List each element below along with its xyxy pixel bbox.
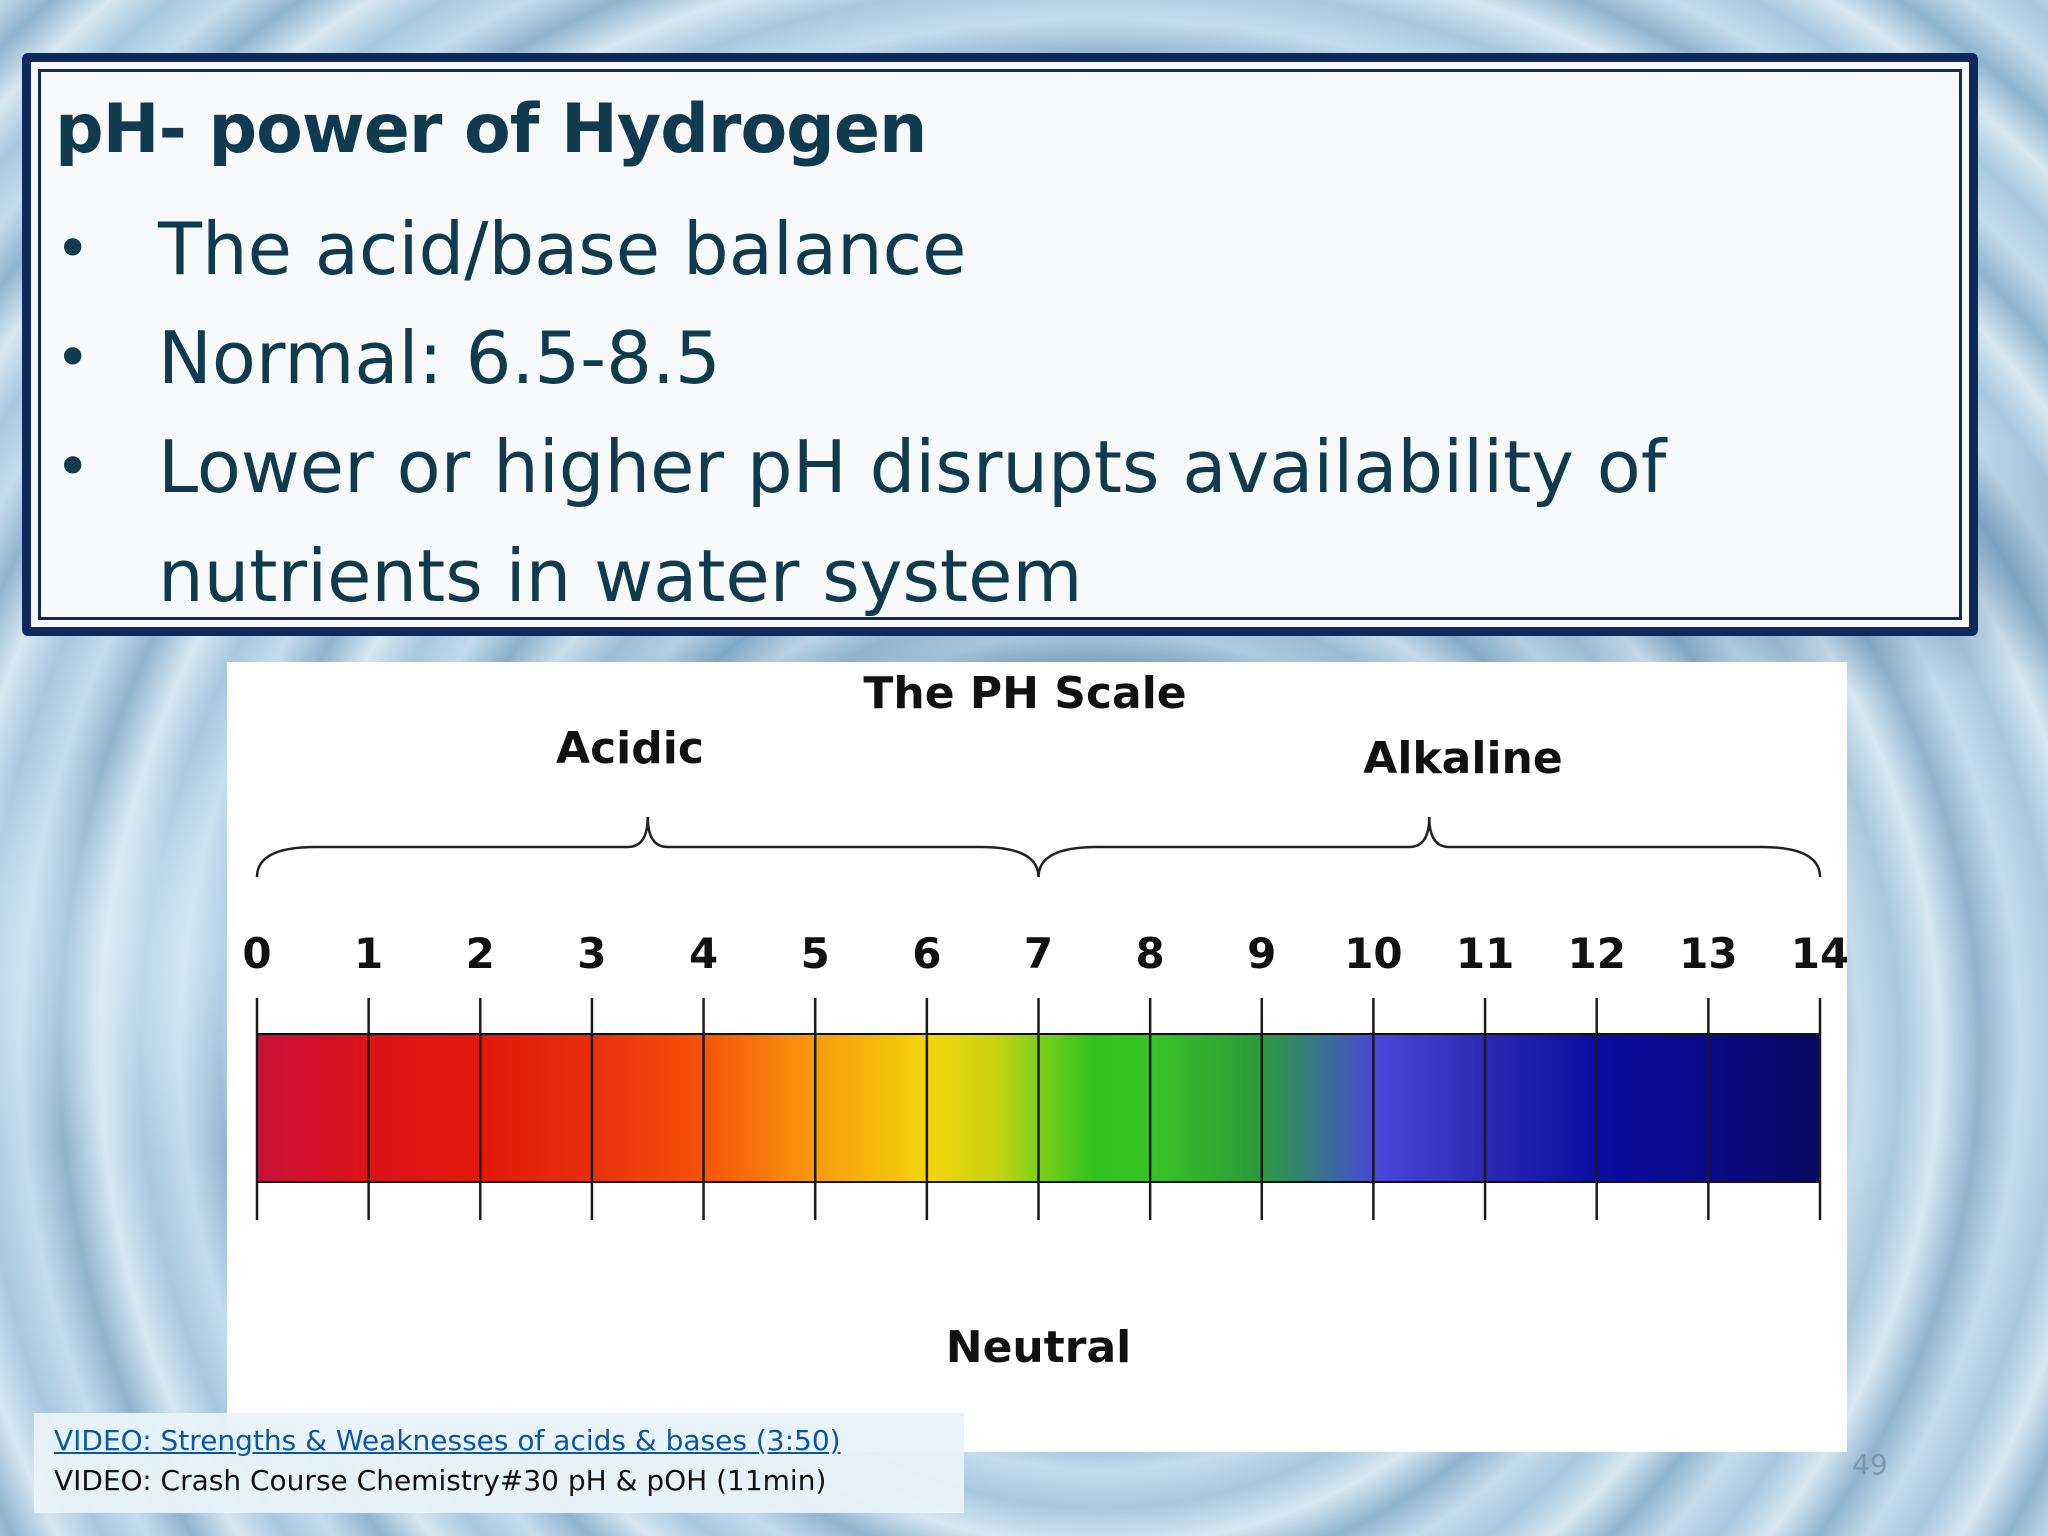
tick-label: 2 xyxy=(466,929,495,978)
video-link-acids-bases[interactable]: VIDEO: Strengths & Weaknesses of acids &… xyxy=(54,1424,841,1457)
tick-label: 3 xyxy=(577,929,606,978)
chart-title: The PH Scale xyxy=(863,668,1186,719)
page-number: 49 xyxy=(1852,1448,1888,1481)
region-label-acidic: Acidic xyxy=(556,723,704,774)
tick-label: 14 xyxy=(1791,929,1847,978)
title-box xyxy=(22,53,1978,636)
alkaline-brace xyxy=(1037,816,1822,878)
tick-label: 10 xyxy=(1344,929,1402,978)
tick-label: 12 xyxy=(1567,929,1625,978)
tick-label: 0 xyxy=(242,929,271,978)
tick-label: 13 xyxy=(1679,929,1737,978)
bullet-item: • Normal: 6.5-8.5 xyxy=(55,304,1935,413)
acidic-brace xyxy=(255,816,1040,878)
bullet-marker: • xyxy=(55,432,91,502)
slide-heading: pH- power of Hydrogen xyxy=(55,90,927,169)
tick-label: 4 xyxy=(689,929,718,978)
bullet-item: • The acid/base balance xyxy=(55,195,1935,304)
tick-label: 7 xyxy=(1024,929,1053,978)
tick-label: 8 xyxy=(1136,929,1165,978)
video-crash-course: VIDEO: Crash Course Chemistry#30 pH & pO… xyxy=(54,1464,827,1497)
title-box-inner-border xyxy=(38,69,1962,620)
video-links-box: VIDEO: Strengths & Weaknesses of acids &… xyxy=(34,1413,964,1513)
region-label-alkaline: Alkaline xyxy=(1363,733,1562,784)
bullet-text: Lower or higher pH disrupts availability… xyxy=(158,425,1667,618)
bullet-item: • Lower or higher pH disrupts availabili… xyxy=(55,413,1935,631)
bullet-list: • The acid/base balance • Normal: 6.5-8.… xyxy=(55,195,1935,631)
tick-label: 5 xyxy=(801,929,830,978)
tick-label: 1 xyxy=(354,929,383,978)
neutral-label: Neutral xyxy=(946,1322,1132,1373)
bullet-marker: • xyxy=(55,323,91,393)
tick-label: 6 xyxy=(912,929,941,978)
bullet-text: The acid/base balance xyxy=(158,207,967,291)
tick-label: 9 xyxy=(1247,929,1276,978)
bullet-marker: • xyxy=(55,214,91,284)
tick-group: 0 1 2 3 4 5 6 7 8 9 10 11 12 13 14 xyxy=(242,929,1847,1220)
tick-label: 11 xyxy=(1456,929,1514,978)
bullet-text: Normal: 6.5-8.5 xyxy=(158,316,721,400)
